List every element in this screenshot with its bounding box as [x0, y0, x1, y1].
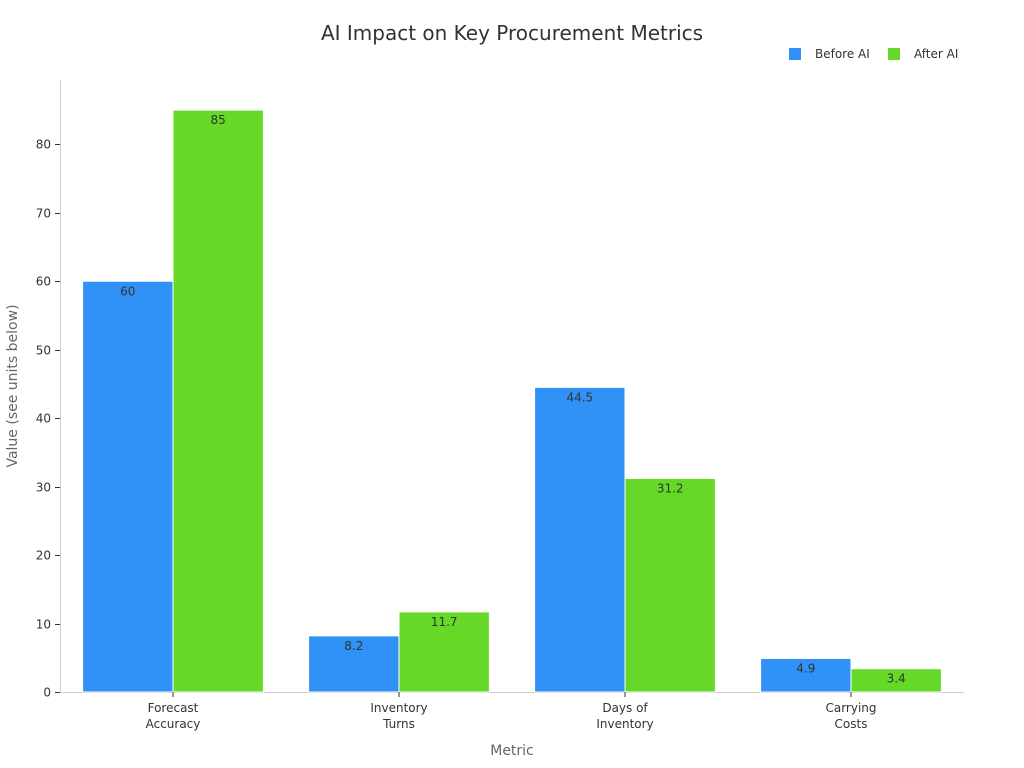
y-tick-label: 40	[36, 412, 51, 426]
y-axis-title: Value (see units below)	[5, 304, 21, 467]
data-label: 85	[211, 113, 226, 127]
legend-swatch	[789, 48, 801, 60]
y-tick-label: 70	[36, 207, 51, 221]
data-label: 60	[120, 284, 135, 298]
x-ticks: Forecast Accuracy Inventory Turns Days of Inv…	[146, 692, 877, 731]
data-label: 11.7	[431, 615, 458, 629]
bar-before-0	[82, 280, 174, 693]
bar-after-1	[398, 611, 490, 693]
legend-item-after-ai[interactable]: After AI	[888, 47, 958, 61]
y-ticks: 0 10 20 30 40 50 60 70 80	[36, 138, 60, 700]
legend-label: After AI	[914, 47, 958, 61]
data-label: 31.2	[657, 481, 684, 495]
y-tick-label: 0	[43, 686, 51, 700]
y-tick-label: 60	[36, 275, 51, 289]
x-tick-label: Forecast Accuracy	[146, 701, 201, 731]
legend-label: Before AI	[815, 47, 870, 61]
legend-item-before-ai[interactable]: Before AI	[789, 47, 870, 61]
bar-before-2	[534, 386, 626, 693]
bar-before-1	[308, 635, 400, 693]
bar-after-0	[172, 109, 264, 693]
legend: Before AI After AI	[789, 47, 958, 61]
y-tick-label: 20	[36, 549, 51, 563]
data-label: 44.5	[566, 390, 593, 404]
y-tick-label: 10	[36, 618, 51, 632]
data-label: 8.2	[344, 639, 363, 653]
x-tick-label: Carrying Costs	[825, 701, 876, 731]
data-label: 4.9	[796, 661, 815, 675]
data-label: 3.4	[887, 672, 906, 686]
y-tick-label: 80	[36, 138, 51, 152]
x-tick-label: Inventory Turns	[370, 701, 427, 731]
chart-title: AI Impact on Key Procurement Metrics	[321, 21, 703, 45]
x-axis-title: Metric	[490, 743, 534, 759]
bar-after-2	[624, 477, 716, 693]
bars	[82, 109, 942, 693]
data-labels: 60 85 8.2 11.7 44.5 31.2 4.9 3.4	[120, 113, 906, 686]
y-tick-label: 50	[36, 344, 51, 358]
bar-after-3	[850, 668, 942, 693]
legend-swatch	[888, 48, 900, 60]
x-tick-label: Days of Inventory	[596, 701, 653, 731]
y-tick-label: 30	[36, 481, 51, 495]
